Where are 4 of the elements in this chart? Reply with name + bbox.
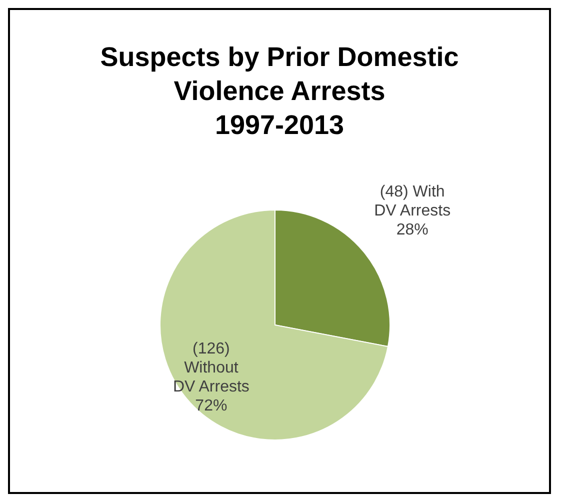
data-label: 28% xyxy=(396,222,428,239)
data-label: 72% xyxy=(195,397,228,415)
slice-label: (48) With DV Arrests xyxy=(374,184,451,220)
chart-title: Suspects by Prior Domestic Violence Arrests 1997-2013 xyxy=(99,41,460,142)
